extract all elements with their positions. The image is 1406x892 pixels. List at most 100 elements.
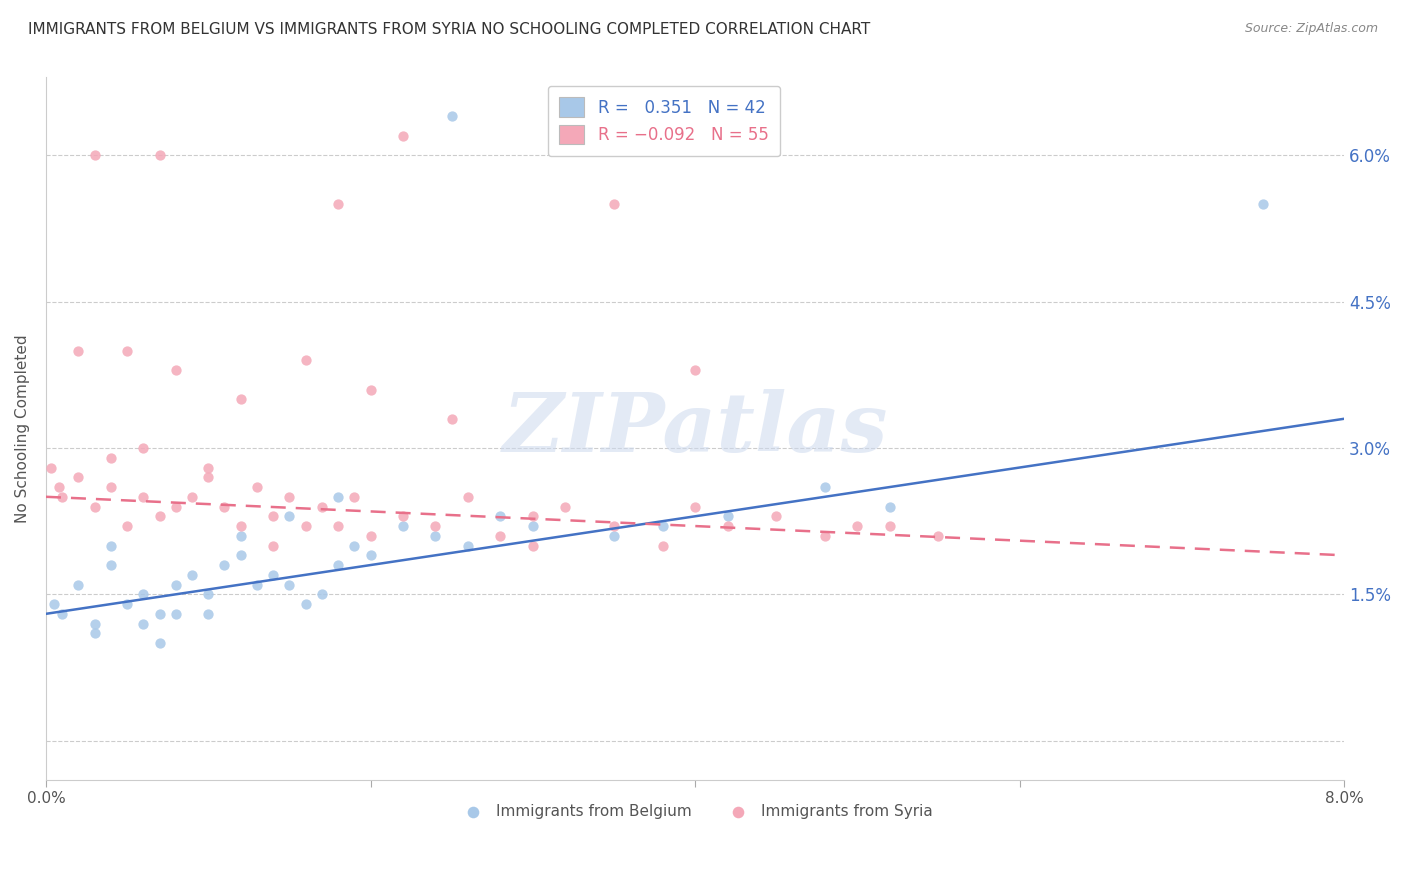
Point: [311, 587, 333, 601]
Point: [83, 148, 105, 162]
Point: [326, 519, 349, 533]
Point: [326, 490, 349, 504]
Point: [229, 519, 252, 533]
Point: [294, 353, 316, 368]
Point: [651, 519, 673, 533]
Point: [278, 577, 301, 591]
Point: [115, 597, 138, 611]
Point: [246, 480, 269, 494]
Point: [197, 460, 219, 475]
Y-axis label: No Schooling Completed: No Schooling Completed: [15, 334, 30, 523]
Point: [651, 539, 673, 553]
Point: [522, 519, 544, 533]
Point: [246, 577, 269, 591]
Point: [927, 529, 949, 543]
Point: [148, 607, 170, 621]
Point: [132, 616, 155, 631]
Point: [326, 558, 349, 572]
Point: [100, 558, 122, 572]
Point: [262, 539, 284, 553]
Point: [48, 480, 70, 494]
Point: [214, 558, 236, 572]
Point: [846, 519, 869, 533]
Point: [311, 500, 333, 514]
Point: [360, 549, 382, 563]
Point: [181, 490, 204, 504]
Point: [262, 509, 284, 524]
Point: [879, 519, 901, 533]
Point: [392, 519, 415, 533]
Point: [457, 539, 479, 553]
Text: ZIPatlas: ZIPatlas: [502, 389, 887, 468]
Point: [148, 509, 170, 524]
Point: [489, 509, 512, 524]
Point: [197, 470, 219, 484]
Point: [522, 539, 544, 553]
Point: [229, 549, 252, 563]
Text: IMMIGRANTS FROM BELGIUM VS IMMIGRANTS FROM SYRIA NO SCHOOLING COMPLETED CORRELAT: IMMIGRANTS FROM BELGIUM VS IMMIGRANTS FR…: [28, 22, 870, 37]
Point: [39, 460, 62, 475]
Point: [683, 500, 706, 514]
Point: [294, 597, 316, 611]
Point: [181, 567, 204, 582]
Point: [392, 509, 415, 524]
Point: [603, 529, 626, 543]
Legend: Immigrants from Belgium, Immigrants from Syria: Immigrants from Belgium, Immigrants from…: [451, 797, 938, 824]
Text: Source: ZipAtlas.com: Source: ZipAtlas.com: [1244, 22, 1378, 36]
Point: [440, 110, 463, 124]
Point: [440, 411, 463, 425]
Point: [603, 197, 626, 211]
Point: [132, 441, 155, 455]
Point: [132, 587, 155, 601]
Point: [229, 392, 252, 407]
Point: [603, 519, 626, 533]
Point: [554, 500, 576, 514]
Point: [165, 363, 187, 377]
Point: [67, 343, 90, 358]
Point: [716, 519, 738, 533]
Point: [100, 480, 122, 494]
Point: [229, 529, 252, 543]
Point: [814, 529, 837, 543]
Point: [489, 529, 512, 543]
Point: [83, 626, 105, 640]
Point: [51, 607, 73, 621]
Point: [165, 607, 187, 621]
Point: [326, 197, 349, 211]
Point: [262, 567, 284, 582]
Point: [100, 450, 122, 465]
Point: [197, 587, 219, 601]
Point: [278, 509, 301, 524]
Point: [392, 128, 415, 143]
Point: [343, 490, 366, 504]
Point: [765, 509, 787, 524]
Point: [360, 383, 382, 397]
Point: [683, 363, 706, 377]
Point: [100, 539, 122, 553]
Point: [1251, 197, 1274, 211]
Point: [425, 519, 447, 533]
Point: [115, 343, 138, 358]
Point: [148, 148, 170, 162]
Point: [42, 597, 65, 611]
Point: [83, 500, 105, 514]
Point: [67, 577, 90, 591]
Point: [457, 490, 479, 504]
Point: [294, 519, 316, 533]
Point: [148, 636, 170, 650]
Point: [132, 490, 155, 504]
Point: [360, 529, 382, 543]
Point: [115, 519, 138, 533]
Point: [67, 470, 90, 484]
Point: [51, 490, 73, 504]
Point: [425, 529, 447, 543]
Point: [716, 509, 738, 524]
Point: [214, 500, 236, 514]
Point: [83, 616, 105, 631]
Point: [165, 577, 187, 591]
Point: [197, 607, 219, 621]
Point: [343, 539, 366, 553]
Point: [879, 500, 901, 514]
Point: [165, 500, 187, 514]
Point: [814, 480, 837, 494]
